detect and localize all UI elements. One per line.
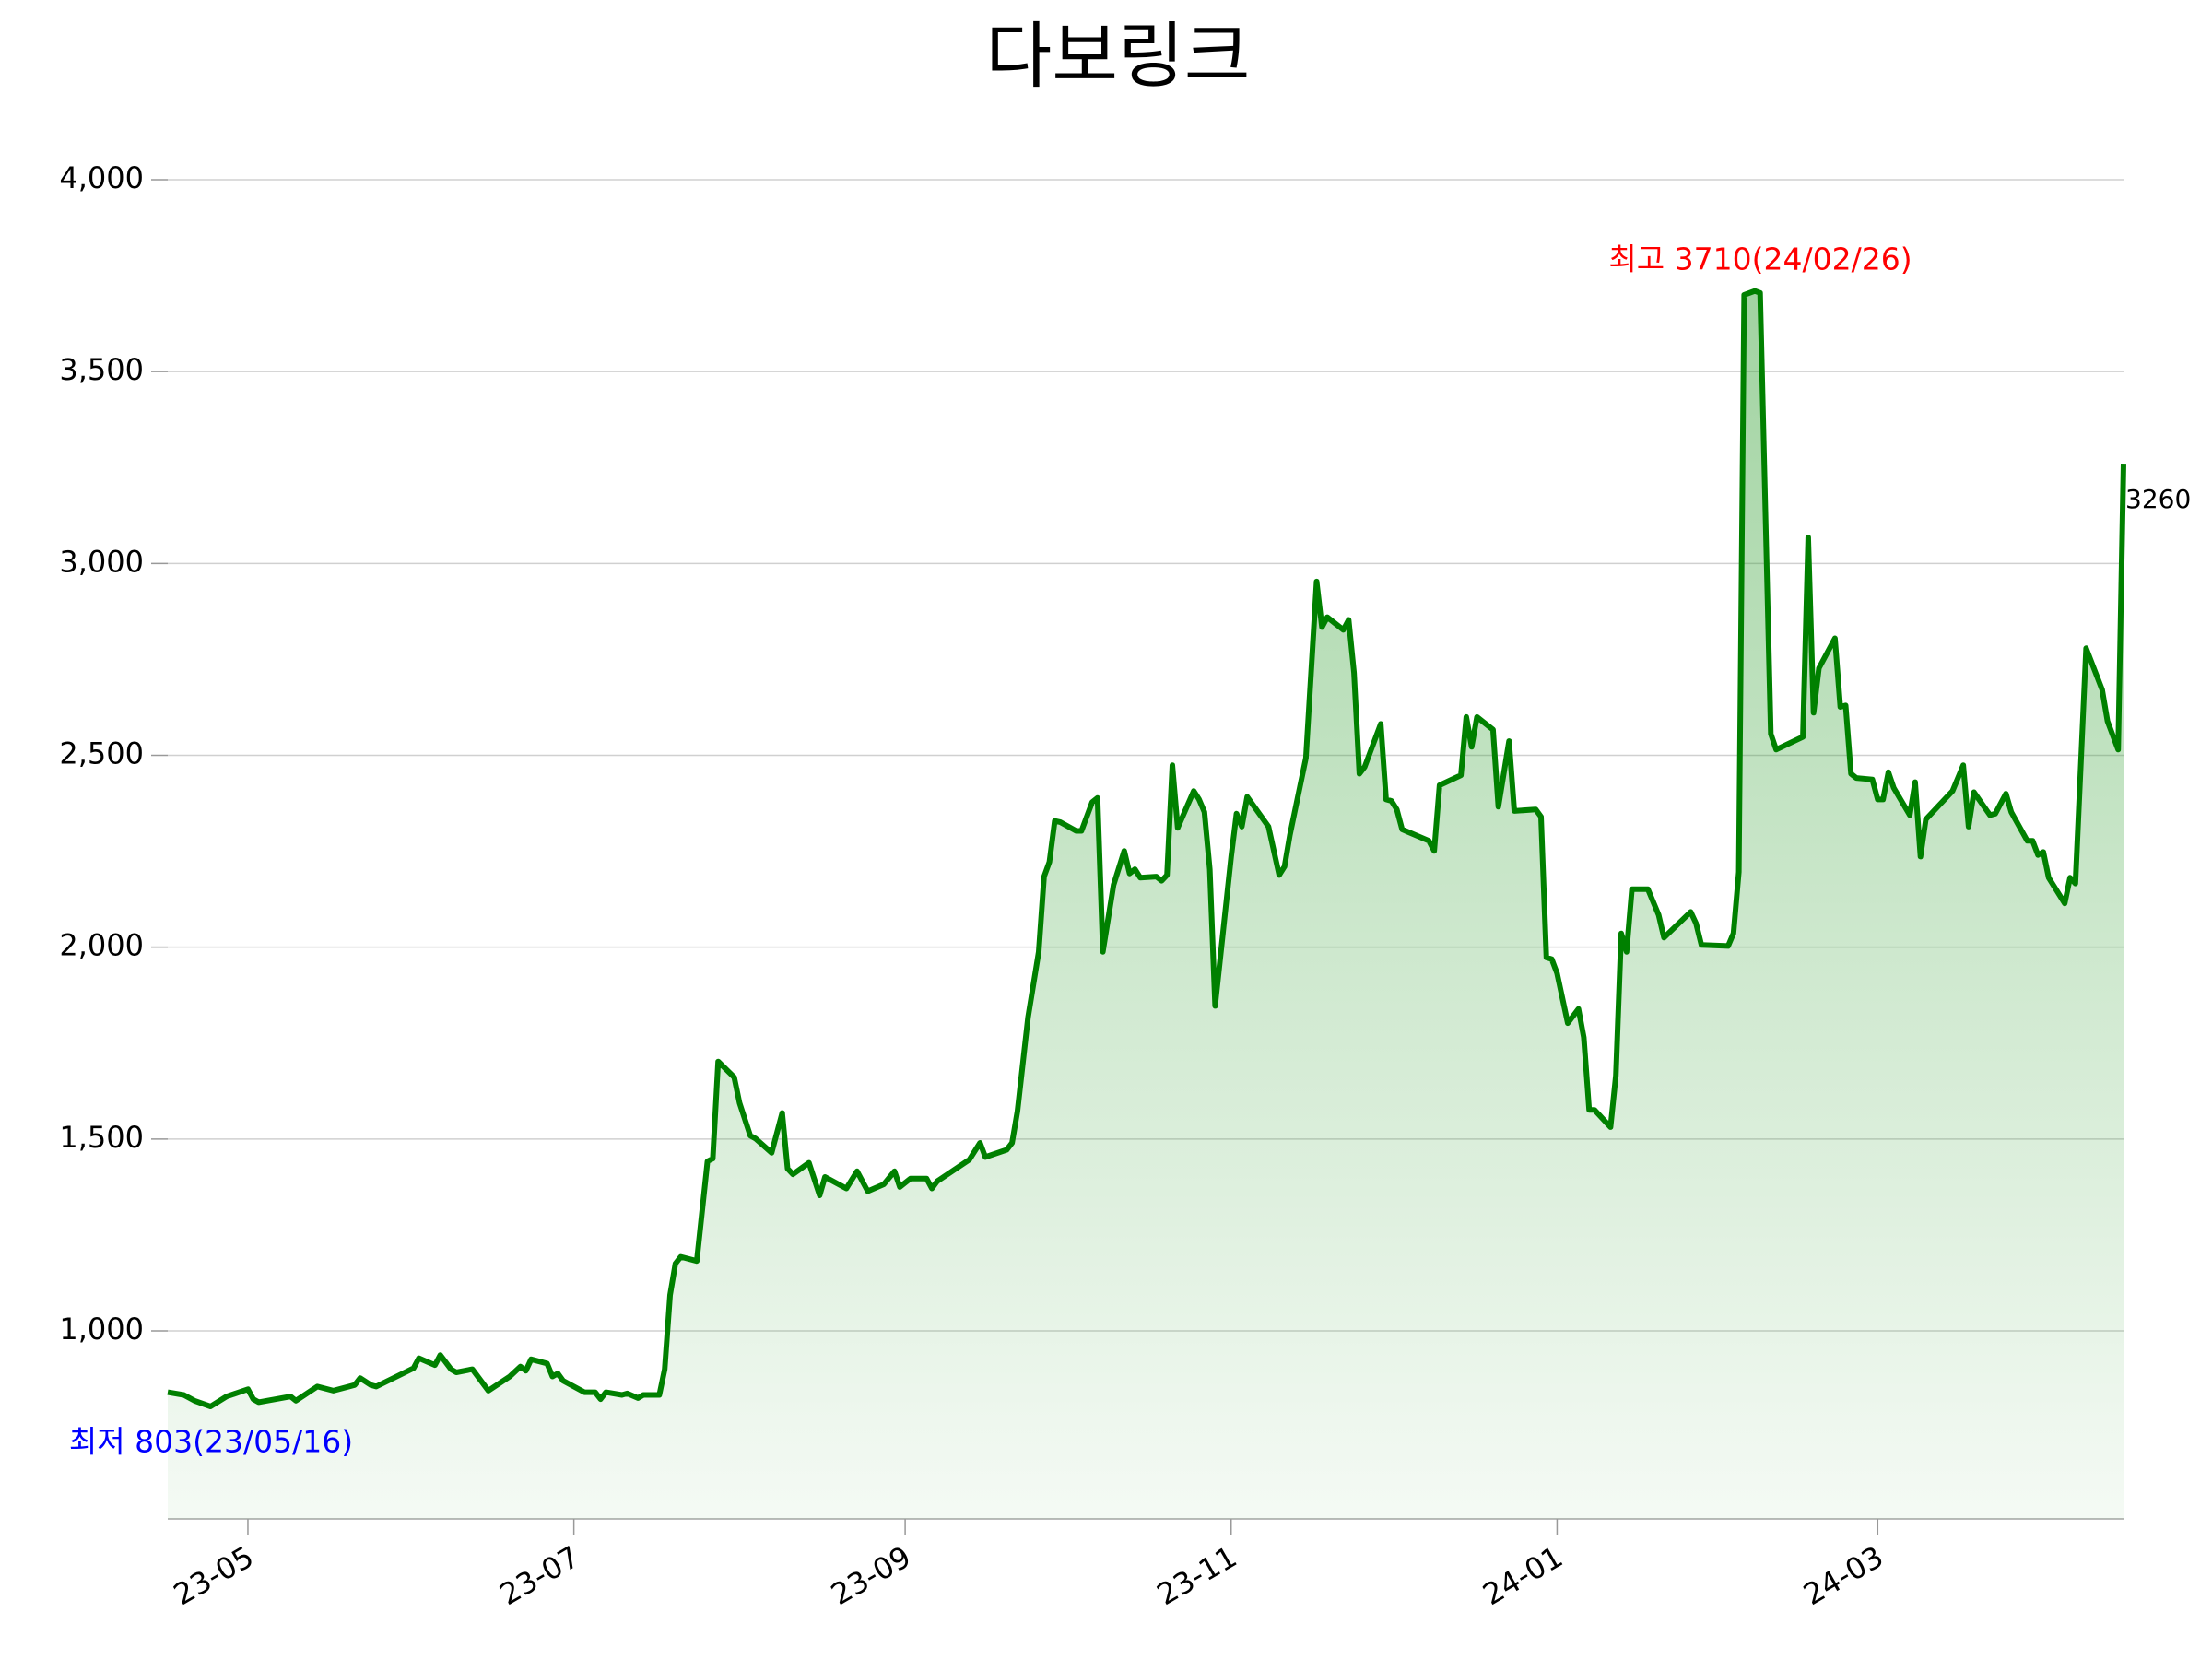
- line: [167, 288, 2126, 1409]
- x-tick-label: 24-01: [1477, 1539, 1569, 1612]
- annotation: 최저 803(23/05/16): [69, 1424, 353, 1460]
- x-tick-label: 23-07: [494, 1539, 586, 1612]
- y-tick-label: 2,000: [59, 928, 144, 963]
- x-tick-label: 23-05: [168, 1539, 260, 1612]
- y-tick-label: 4,000: [59, 160, 144, 195]
- annotation: 최고 3710(24/02/26): [1608, 241, 1912, 277]
- y-tick-label: 3,500: [59, 352, 144, 387]
- y-tick-label: 3,000: [59, 544, 144, 579]
- x-tick-label: 23-11: [1151, 1539, 1243, 1612]
- x-tick-label: 24-03: [1797, 1539, 1889, 1612]
- chart-title: 다보링크: [985, 15, 1250, 98]
- annotation: 3260: [2125, 484, 2191, 514]
- y-tick-label: 1,000: [59, 1312, 144, 1347]
- area: [168, 290, 2124, 1520]
- y-tick-label: 1,500: [59, 1120, 144, 1155]
- x-tick-label: 23-09: [825, 1539, 917, 1612]
- y-tick-label: 2,500: [59, 735, 144, 771]
